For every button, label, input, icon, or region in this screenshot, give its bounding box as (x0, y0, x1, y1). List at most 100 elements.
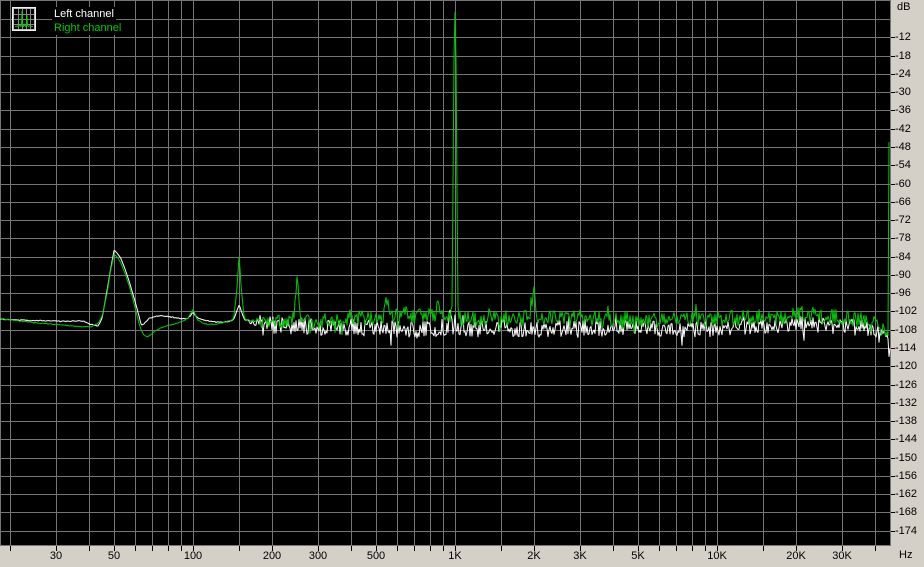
spectrum-thumbnail-icon (12, 7, 36, 34)
db-tick-label: -18 (895, 50, 911, 62)
db-tick-mark (891, 275, 895, 276)
freq-tick-label: 3K (573, 550, 587, 562)
db-tick-label: -114 (895, 342, 917, 354)
db-axis: dB -12 -18 -24 -30 -36 -42 -48 -54 -60 -66 -72 -78 -… (891, 0, 924, 567)
freq-tick-label: 10K (707, 550, 727, 562)
db-axis-unit-label: dB (897, 1, 911, 13)
hz-axis-unit-label: Hz (899, 549, 913, 561)
freq-tick-mark (397, 546, 398, 551)
db-tick-label: -108 (895, 324, 918, 336)
db-tick-mark (891, 165, 895, 166)
freq-tick-mark (659, 546, 660, 551)
freq-tick-mark (613, 546, 614, 551)
freq-tick-mark (89, 546, 90, 551)
db-tick-label: -90 (895, 269, 911, 281)
db-tick-label: -120 (895, 360, 918, 372)
freq-tick-label: 50 (107, 550, 121, 562)
db-tick-mark (891, 110, 895, 111)
db-tick-mark (891, 311, 895, 312)
db-tick-label: -132 (895, 397, 918, 409)
freq-tick-mark (501, 546, 502, 551)
trace-left-channel (0, 250, 891, 357)
db-tick-mark (891, 531, 895, 532)
freq-tick-mark (692, 546, 693, 551)
db-tick-label: -138 (895, 415, 918, 427)
freq-tick-label: 5K (631, 550, 645, 562)
freq-tick-mark (638, 546, 639, 551)
freq-tick-label: 500 (366, 550, 386, 562)
db-tick-mark (891, 385, 895, 386)
freq-tick-mark (376, 546, 377, 551)
freq-tick-mark (717, 546, 718, 551)
freq-tick-label: 2K (527, 550, 541, 562)
freq-tick-mark (580, 546, 581, 551)
db-tick-label: -102 (895, 305, 918, 317)
db-tick-label: -126 (895, 379, 918, 391)
db-tick-mark (891, 184, 895, 185)
db-tick-label: -66 (895, 196, 911, 208)
db-tick-mark (891, 92, 895, 93)
freq-tick-mark (534, 546, 535, 551)
freq-tick-mark (318, 546, 319, 551)
db-tick-mark (891, 220, 895, 221)
legend-left-channel-label: Left channel (52, 7, 116, 21)
db-tick-mark (891, 74, 895, 75)
freq-tick-mark (152, 546, 153, 551)
legend: Left channel Right channel (12, 7, 124, 35)
freq-tick-mark (56, 546, 57, 551)
db-tick-label: -30 (895, 86, 911, 98)
db-tick-mark (891, 293, 895, 294)
freq-tick-mark (443, 546, 444, 551)
db-tick-mark (891, 56, 895, 57)
freq-tick-label: 30 (49, 550, 63, 562)
freq-tick-mark (414, 546, 415, 551)
db-tick-label: -36 (895, 104, 911, 116)
db-tick-mark (891, 37, 895, 38)
freq-tick-mark (875, 546, 876, 551)
db-tick-label: -12 (895, 31, 911, 43)
db-tick-mark (891, 403, 895, 404)
freq-tick-mark (181, 546, 182, 551)
db-tick-mark (891, 330, 895, 331)
db-tick-mark (891, 439, 895, 440)
spectrum-chart (0, 0, 891, 546)
db-tick-label: -48 (895, 141, 911, 153)
db-tick-mark (891, 512, 895, 513)
freq-tick-mark (455, 546, 456, 551)
db-tick-label: -24 (895, 68, 911, 80)
db-tick-mark (891, 458, 895, 459)
db-tick-label: -60 (895, 178, 911, 190)
freq-tick-mark (193, 546, 194, 551)
freq-tick-mark (705, 546, 706, 551)
db-tick-label: -84 (895, 251, 911, 263)
db-tick-label: -42 (895, 123, 911, 135)
freq-axis: 30 50 100 200 300 500 1K 2K 3K 5K 10K 20K 30K (0, 546, 891, 567)
freq-tick-mark (763, 546, 764, 551)
freq-tick-mark (272, 546, 273, 551)
freq-tick-mark (796, 546, 797, 551)
freq-tick-mark (114, 546, 115, 551)
db-tick-mark (891, 476, 895, 477)
freq-tick-label: 300 (308, 550, 328, 562)
db-tick-label: -156 (895, 470, 918, 482)
db-tick-label: -162 (895, 488, 918, 500)
freq-tick-label: 1K (448, 550, 462, 562)
freq-tick-label: 200 (262, 550, 282, 562)
freq-tick-mark (10, 546, 11, 551)
db-tick-label: -150 (895, 452, 918, 464)
db-tick-label: -54 (895, 159, 911, 171)
legend-right-channel-label: Right channel (52, 21, 124, 35)
freq-tick-mark (351, 546, 352, 551)
plot-area: Left channel Right channel (0, 0, 891, 546)
db-tick-mark (891, 348, 895, 349)
db-tick-mark (891, 421, 895, 422)
freq-tick-label: 20K (786, 550, 806, 562)
trace-right-channel (0, 11, 890, 338)
db-tick-label: -78 (895, 232, 911, 244)
db-tick-label: -72 (895, 214, 911, 226)
db-tick-label: -168 (895, 506, 918, 518)
db-tick-mark (891, 202, 895, 203)
freq-tick-mark (168, 546, 169, 551)
freq-tick-mark (676, 546, 677, 551)
freq-tick-mark (135, 546, 136, 551)
